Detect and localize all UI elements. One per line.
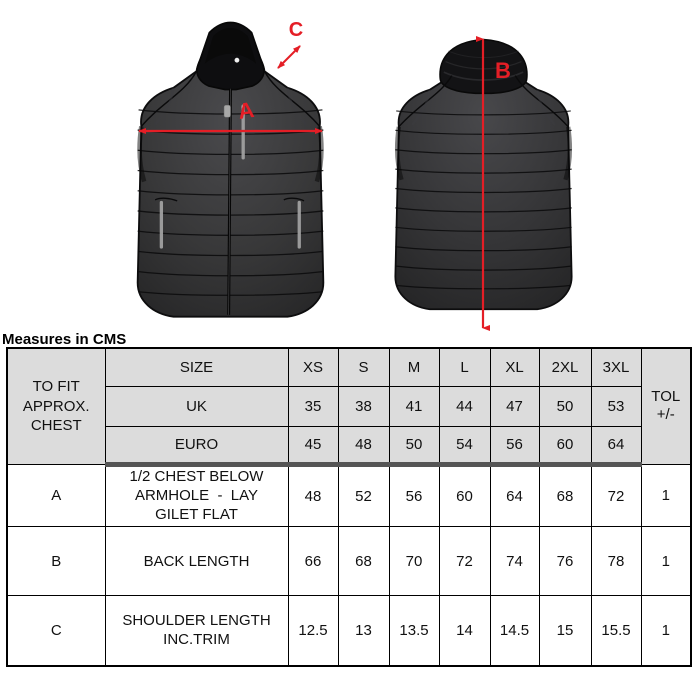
svg-text:A: A (236, 97, 255, 124)
svg-text:B: B (495, 58, 511, 83)
svg-text:C: C (289, 19, 303, 41)
